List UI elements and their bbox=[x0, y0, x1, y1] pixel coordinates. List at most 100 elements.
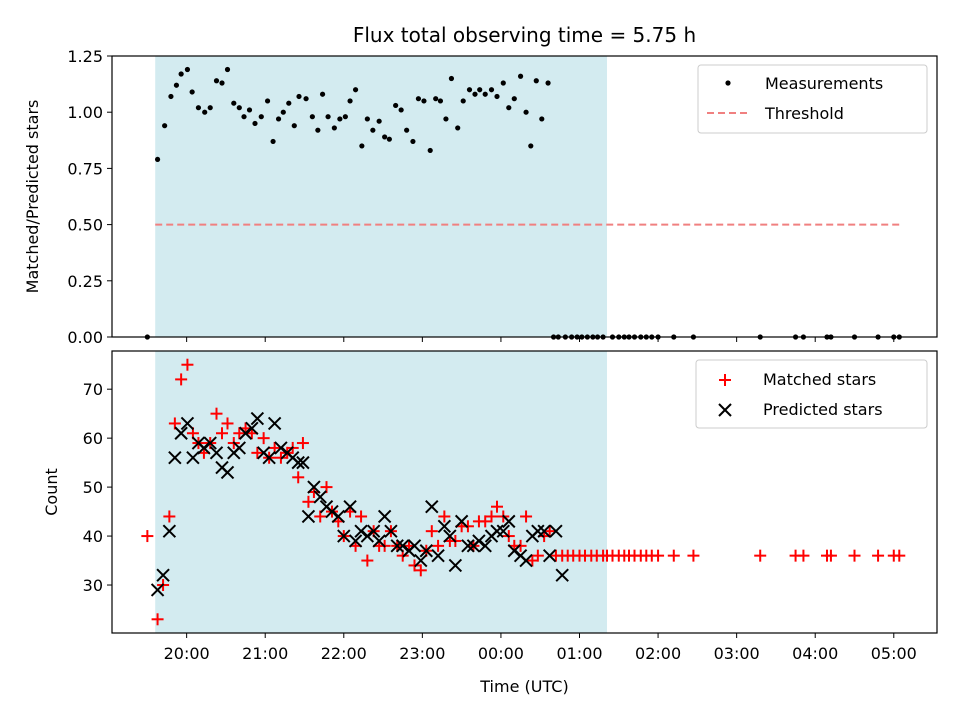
predicted-star-point bbox=[377, 509, 392, 524]
matched-star-point bbox=[296, 437, 309, 450]
measurement-point bbox=[427, 147, 433, 154]
predicted-star-point bbox=[502, 514, 516, 529]
predicted-star-point bbox=[372, 534, 386, 548]
legend-predicted-marker bbox=[718, 403, 732, 417]
measurement-point bbox=[466, 87, 473, 93]
measurement-point bbox=[207, 105, 213, 111]
matched-star-point bbox=[652, 549, 665, 562]
measurement-point bbox=[162, 123, 168, 129]
measurement-point bbox=[477, 87, 483, 93]
bottom-panel: 30 40 50 60 70 20:00 21:00 22:00 23:00 00:00 01:0… bbox=[42, 350, 938, 696]
matched-star-point bbox=[320, 481, 333, 494]
matched-star-point bbox=[848, 549, 861, 562]
x-tick-label: 22:00 bbox=[321, 644, 367, 663]
matched-star-point bbox=[216, 427, 228, 440]
predicted-star-point bbox=[542, 548, 557, 563]
measurement-point bbox=[296, 93, 302, 100]
x-tick-label: 04:00 bbox=[792, 644, 838, 663]
measurement-point bbox=[533, 78, 539, 84]
matched-star-point bbox=[872, 549, 885, 562]
measurement-point bbox=[545, 80, 551, 86]
measurement-point bbox=[437, 98, 444, 104]
matched-star-point bbox=[175, 373, 188, 386]
measurement-point bbox=[241, 114, 247, 120]
measurement-point bbox=[213, 78, 220, 84]
measurement-point bbox=[270, 138, 276, 145]
x-tick-label: 05:00 bbox=[871, 644, 917, 663]
measurement-point bbox=[252, 120, 258, 127]
matched-star-point bbox=[151, 613, 164, 626]
legend-measurements-marker bbox=[725, 80, 731, 86]
measurement-point bbox=[309, 114, 315, 120]
predicted-star-point bbox=[262, 451, 276, 465]
predicted-star-point bbox=[425, 499, 439, 514]
measurement-point bbox=[443, 116, 449, 122]
x-tick-label: 23:00 bbox=[399, 644, 445, 663]
predicted-star-point bbox=[555, 568, 569, 582]
predicted-star-point bbox=[245, 421, 259, 436]
x-tick-label: 00:00 bbox=[478, 644, 524, 663]
top-y-tick-label: 0.50 bbox=[67, 216, 103, 235]
measurement-point bbox=[342, 114, 348, 120]
measurement-point bbox=[195, 105, 202, 111]
measurement-point bbox=[488, 87, 495, 93]
predicted-star-point bbox=[156, 568, 170, 582]
x-axis-label: Time (UTC) bbox=[479, 677, 568, 696]
measurement-point bbox=[173, 82, 180, 88]
measurement-point bbox=[421, 98, 427, 104]
measurement-point bbox=[286, 100, 292, 106]
bottom-y-tick-label: 30 bbox=[83, 576, 103, 595]
measurement-point bbox=[178, 71, 184, 77]
bottom-y-tick-label: 70 bbox=[83, 380, 103, 399]
measurement-point bbox=[370, 127, 376, 133]
measurement-point bbox=[189, 89, 195, 95]
measurement-point bbox=[275, 116, 282, 122]
predicted-star-point bbox=[307, 480, 321, 494]
predicted-star-point bbox=[431, 548, 445, 563]
legend-measurements-label: Measurements bbox=[765, 74, 883, 93]
predicted-star-point bbox=[337, 529, 351, 543]
matched-star-point bbox=[893, 549, 906, 562]
predicted-star-point bbox=[220, 465, 235, 480]
legend-matched-label: Matched stars bbox=[763, 370, 876, 389]
measurement-point bbox=[291, 123, 297, 129]
predicted-star-point bbox=[313, 490, 327, 504]
matched-star-point bbox=[485, 510, 498, 523]
predicted-star-point bbox=[448, 558, 463, 573]
top-panel: 0.00 0.25 0.50 0.75 1.00 1.25 Flux total obse… bbox=[23, 23, 938, 347]
top-y-tick-label: 0.25 bbox=[67, 272, 103, 291]
measurement-point bbox=[325, 114, 331, 120]
predicted-star-point bbox=[267, 416, 282, 431]
measurement-point bbox=[219, 80, 225, 86]
matched-star-point bbox=[520, 510, 533, 523]
measurement-point bbox=[386, 136, 392, 142]
measurement-point bbox=[364, 116, 370, 122]
measurement-point bbox=[415, 96, 422, 102]
predicted-star-point bbox=[461, 539, 475, 553]
measurement-point bbox=[382, 134, 388, 140]
measurement-point bbox=[168, 93, 174, 100]
measurement-point bbox=[258, 114, 264, 120]
predicted-star-point bbox=[407, 539, 422, 553]
measurement-point bbox=[224, 66, 231, 73]
predicted-stars-layer bbox=[150, 411, 569, 597]
predicted-star-point bbox=[209, 446, 224, 460]
matched-star-point bbox=[251, 446, 264, 459]
top-y-tick-label: 0.00 bbox=[67, 328, 103, 347]
bottom-y-ticks: 30 40 50 60 70 bbox=[83, 380, 112, 595]
matched-star-point bbox=[302, 495, 315, 508]
predicted-star-point bbox=[168, 451, 182, 465]
measurement-point bbox=[472, 91, 478, 97]
measurement-point bbox=[337, 116, 343, 122]
predicted-star-point bbox=[454, 514, 469, 529]
bottom-legend-box bbox=[695, 359, 928, 429]
measurement-point bbox=[347, 98, 353, 104]
matched-star-point bbox=[257, 432, 270, 445]
measurement-point bbox=[528, 143, 534, 149]
bottom-y-tick-label: 40 bbox=[83, 527, 103, 546]
measurement-point bbox=[303, 96, 309, 102]
predicted-star-point bbox=[437, 519, 452, 533]
matched-star-point bbox=[292, 471, 305, 484]
measurement-point bbox=[184, 66, 191, 73]
predicted-star-point bbox=[301, 509, 316, 524]
